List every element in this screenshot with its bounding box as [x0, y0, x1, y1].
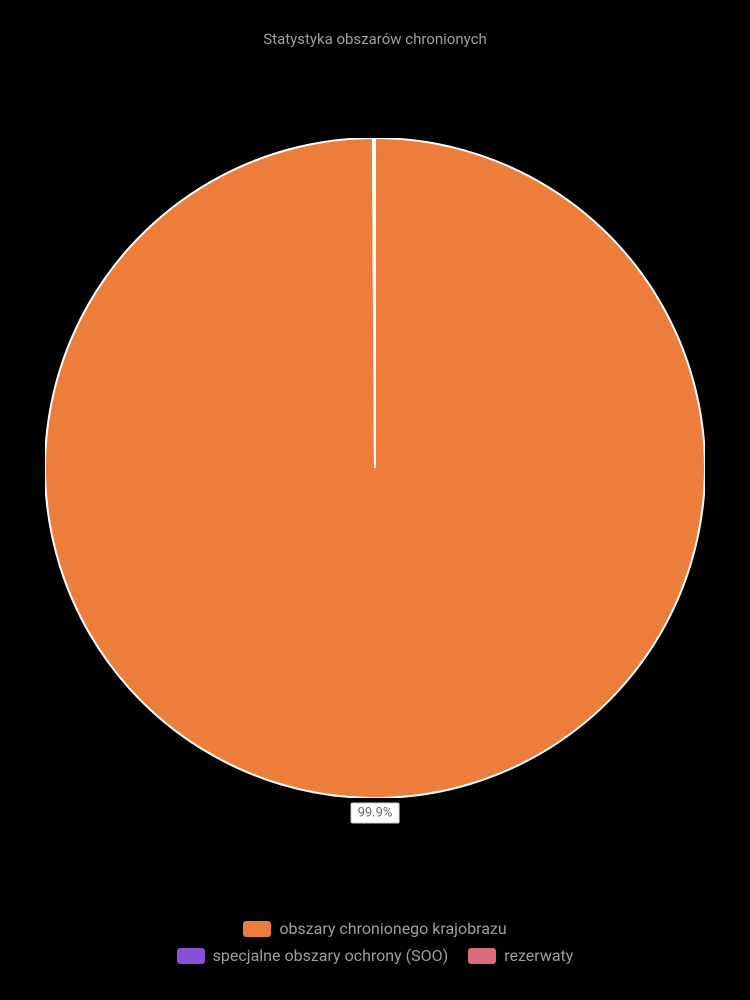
legend-label-1: specjalne obszary ochrony (SOO) — [213, 946, 449, 965]
legend: obszary chronionego krajobrazu specjalne… — [0, 919, 750, 965]
legend-row-1: obszary chronionego krajobrazu — [40, 919, 710, 938]
legend-swatch-0 — [243, 921, 271, 937]
pie-chart — [45, 138, 705, 802]
legend-row-2: specjalne obszary ochrony (SOO) rezerwat… — [40, 946, 710, 965]
legend-item-2: rezerwaty — [468, 946, 573, 965]
legend-item-1: specjalne obszary ochrony (SOO) — [177, 946, 449, 965]
legend-label-0: obszary chronionego krajobrazu — [279, 919, 506, 938]
chart-title: Statystyka obszarów chronionych — [0, 0, 750, 48]
pie-slice-label-0: 99.9% — [351, 803, 400, 824]
legend-swatch-1 — [177, 948, 205, 964]
legend-label-2: rezerwaty — [504, 946, 573, 965]
pie-svg — [45, 138, 705, 798]
legend-item-0: obszary chronionego krajobrazu — [243, 919, 506, 938]
legend-swatch-2 — [468, 948, 496, 964]
